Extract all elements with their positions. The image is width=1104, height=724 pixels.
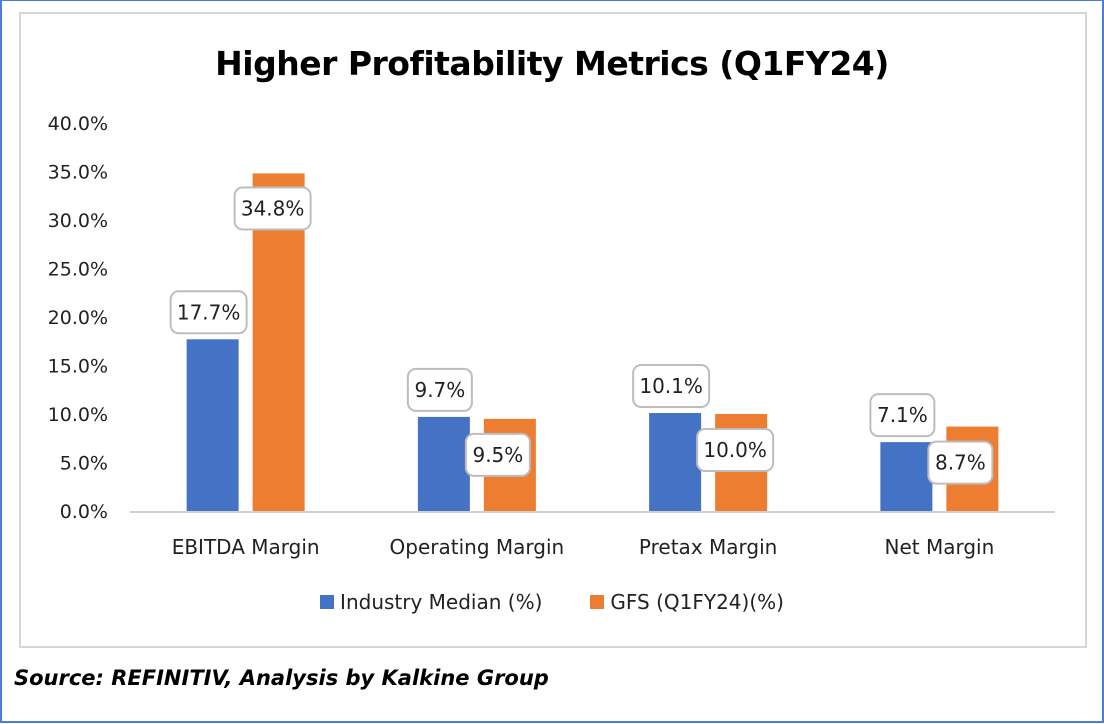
data-labels-group: 17.7% 34.8% 9.7% 9.5% 10.1% 10.0% 7.1% 8.7% [169,186,994,485]
data-label-text: 10.1% [639,374,703,398]
legend-item-industry-median: Industry Median (%) [320,590,542,614]
legend-label-gfs: GFS (Q1FY24)(%) [610,590,784,614]
data-label: 17.7% [169,290,248,335]
y-tick-label: 5.0% [60,453,108,475]
data-label-box [869,393,936,438]
data-label-box [696,428,775,472]
data-label: 9.7% [406,367,473,412]
legend-swatch-gfs [590,595,605,609]
bar-industry-median [880,442,933,511]
bar-industry-median [186,339,239,511]
data-label: 7.1% [869,393,936,438]
data-label: 9.5% [464,432,531,477]
data-label-box [464,432,531,477]
category-label: Net Margin [884,535,994,559]
category-label: Pretax Margin [639,535,777,559]
data-label-text: 34.8% [241,196,305,220]
data-label-text: 9.5% [472,443,523,467]
data-label-text: 17.7% [177,300,241,324]
data-label: 10.0% [696,428,775,472]
legend-item-gfs: GFS (Q1FY24)(%) [590,590,784,614]
category-label: Operating Margin [390,535,565,559]
bar-industry-median [649,413,702,511]
legend-swatch-industry-median [320,595,335,609]
y-axis: 0.0% 5.0% 10.0% 15.0% 20.0% 25.0% 30.0% 35.0% 40… [48,113,108,523]
chart-title: Higher Profitability Metrics (Q1FY24) [215,44,889,83]
source-note: Source: REFINITIV, Analysis by Kalkine G… [14,666,549,690]
y-tick-label: 35.0% [48,162,108,184]
data-label-box [169,290,248,335]
data-label-text: 8.7% [935,451,986,475]
bar-industry-median [417,416,470,511]
data-label-text: 10.0% [703,438,767,462]
data-label: 8.7% [927,440,994,485]
category-label: EBITDA Margin [172,535,320,559]
y-tick-label: 25.0% [48,259,108,281]
data-label: 10.1% [632,364,711,409]
y-tick-label: 10.0% [48,404,108,426]
y-tick-label: 0.0% [60,501,108,523]
data-label-box [927,440,994,485]
data-label-text: 7.1% [877,403,928,427]
data-label-box [406,367,473,412]
data-label-text: 9.7% [414,378,465,402]
x-axis-labels: EBITDA Margin Operating Margin Pretax Marg… [172,535,995,559]
data-label-box [632,364,711,409]
y-tick-label: 40.0% [48,113,108,135]
legend-label-industry-median: Industry Median (%) [340,590,543,614]
data-label-box [233,186,312,231]
y-tick-label: 20.0% [48,307,108,329]
data-label: 34.8% [233,186,312,231]
y-tick-label: 30.0% [48,210,108,232]
y-tick-label: 15.0% [48,356,108,378]
legend: Industry Median (%) GFS (Q1FY24)(%) [0,590,1104,614]
